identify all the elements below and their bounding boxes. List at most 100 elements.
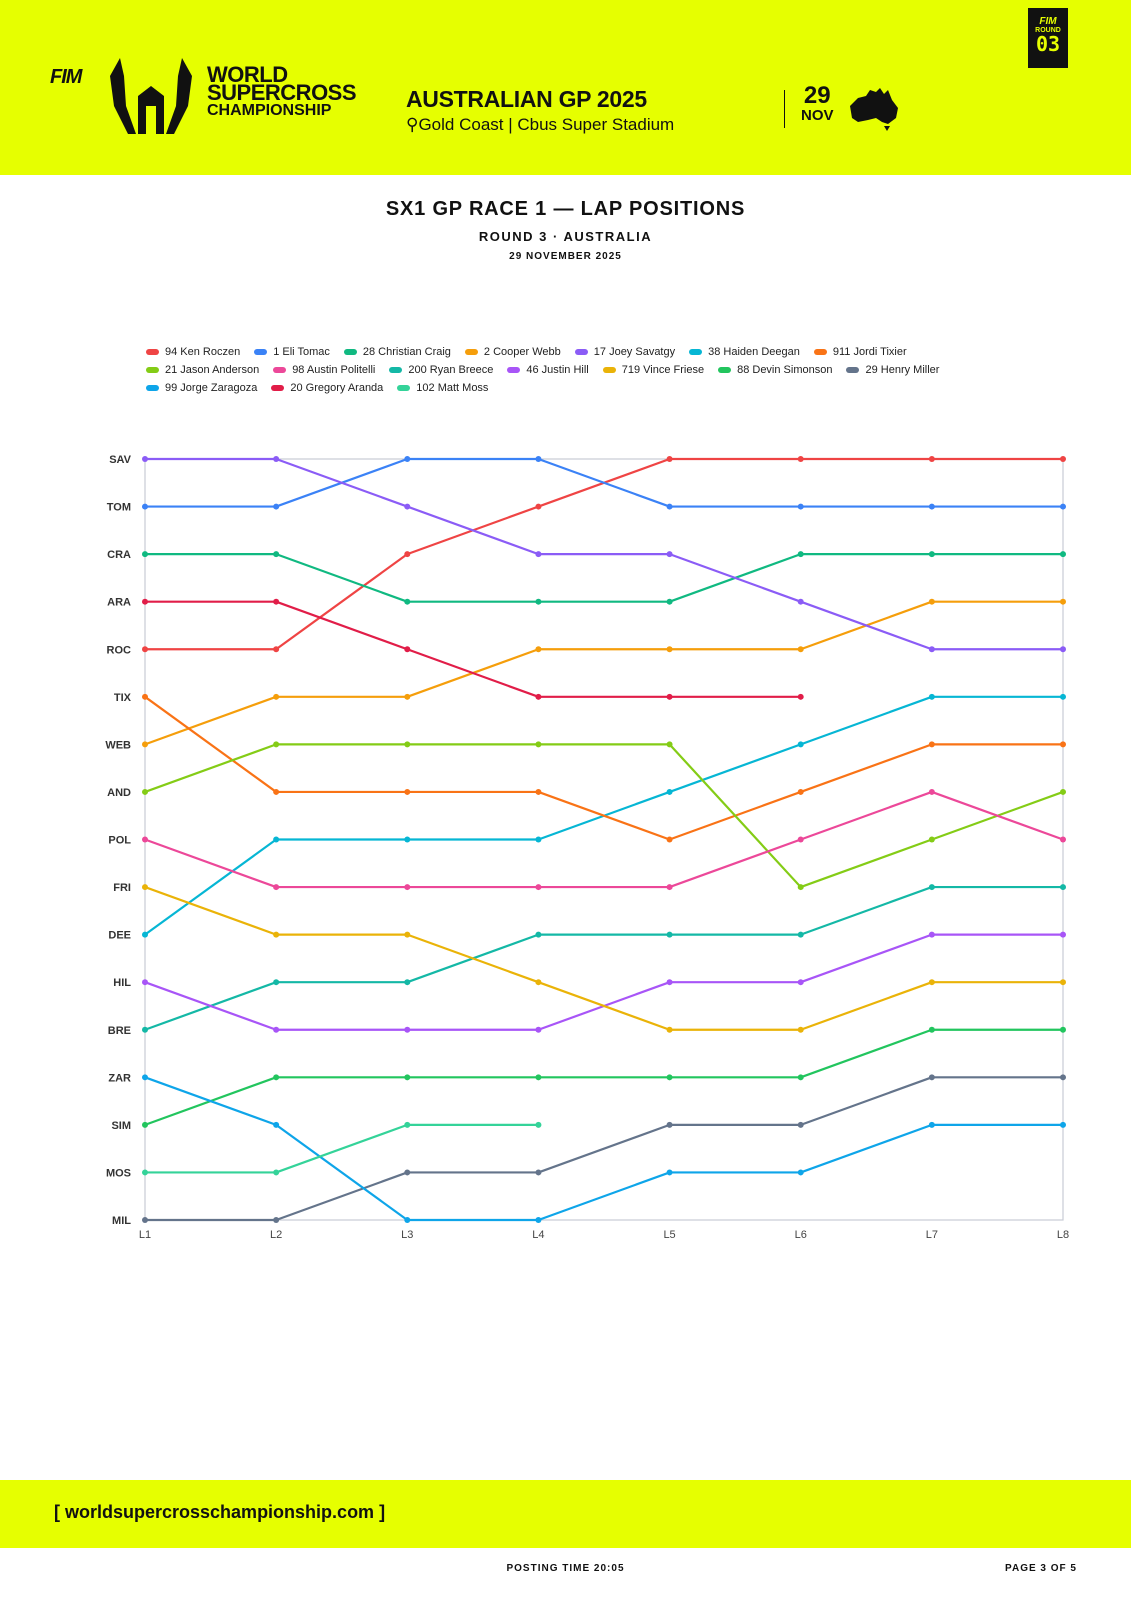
legend-label: 719 Vince Friese [621, 363, 705, 376]
legend-label: 20 Gregory Aranda [290, 381, 384, 394]
legend-item[interactable]: 38 Haiden Deegan [689, 345, 800, 358]
legend-item[interactable]: 719 Vince Friese [602, 363, 705, 376]
series-line [145, 600, 801, 698]
data-point [273, 1217, 280, 1223]
data-point [928, 741, 935, 748]
data-point [1060, 1026, 1066, 1033]
round-badge: FIM ROUND 03 [1028, 8, 1068, 68]
series-line [144, 790, 1064, 889]
legend-item[interactable]: 200 Ryan Breece [389, 363, 493, 376]
legend-item[interactable]: 911 Jordi Tixier [813, 345, 907, 358]
series-line [145, 1123, 539, 1174]
data-point [404, 693, 411, 700]
legend-item[interactable]: 98 Austin Politelli [273, 363, 375, 376]
y-tick-label: MOS [106, 1167, 131, 1179]
legend-item[interactable]: 17 Joey Savatgy [574, 345, 676, 358]
chart-title: SX1 GP RACE 1 — LAP POSITIONS [385, 198, 746, 220]
legend-item[interactable]: 28 Christian Craig [343, 345, 451, 358]
legend-item[interactable]: 102 Matt Moss [397, 381, 488, 394]
legend-label: 17 Joey Savatgy [593, 345, 676, 358]
data-point [404, 1121, 411, 1128]
legend-label: 1 Eli Tomac [273, 345, 330, 358]
data-point [928, 646, 935, 653]
data-point [797, 1169, 804, 1176]
legend-label: 2 Cooper Webb [483, 345, 561, 358]
data-point [797, 456, 804, 462]
series-line [144, 1028, 1063, 1126]
legend-item[interactable]: 46 Justin Hill [507, 363, 589, 376]
legend-item[interactable]: 94 Ken Roczen [146, 345, 240, 358]
data-point [666, 1026, 673, 1033]
series-line [144, 885, 1063, 1031]
data-point [797, 551, 804, 558]
data-point [273, 1026, 280, 1033]
x-tick-label: L2 [270, 1229, 282, 1241]
legend-item[interactable]: 29 Henry Miller [846, 363, 939, 376]
data-point [666, 979, 673, 986]
y-tick-label: ARA [107, 597, 131, 609]
data-point [535, 1169, 542, 1176]
data-point [404, 503, 411, 510]
legend-label: 98 Austin Politelli [292, 363, 376, 376]
y-tick-label: FRI [113, 882, 131, 894]
data-point [273, 931, 280, 938]
lap-position-chart: SAV TOM CRA ARA ROC TIX WEB AND POL FRI DEE HIL BRE Z… [105, 454, 1069, 1241]
legend-label: 21 Jason Anderson [165, 363, 260, 376]
page-number: PAGE 3 OF 5 [1005, 1563, 1077, 1574]
series-line [144, 743, 1064, 889]
legend-label: 28 Christian Craig [362, 345, 451, 358]
data-point [404, 979, 411, 986]
data-point [797, 1026, 804, 1033]
legend-item[interactable]: 2 Cooper Webb [464, 345, 561, 358]
legend-swatch [602, 366, 616, 373]
data-point [404, 836, 411, 843]
round-fim: FIM [1039, 16, 1057, 27]
data-point [404, 788, 411, 795]
legend-swatch [718, 366, 732, 373]
data-point [666, 646, 673, 653]
data-point [535, 979, 542, 986]
legend-item[interactable]: 20 Gregory Aranda [271, 381, 383, 394]
website-link[interactable]: [ worldsupercrosschampionship.com ] [54, 1502, 386, 1522]
legend-item[interactable]: 21 Jason Anderson [146, 363, 259, 376]
y-tick-label: BRE [108, 1025, 131, 1037]
data-point [273, 979, 280, 986]
data-point [666, 1074, 673, 1081]
x-tick-label: L5 [663, 1229, 675, 1241]
data-point [1060, 598, 1066, 605]
data-point [797, 979, 804, 986]
data-point [404, 1217, 411, 1223]
legend-label: 911 Jordi Tixier [832, 345, 907, 358]
data-point [797, 836, 804, 843]
series-line [145, 1076, 1063, 1222]
data-point [797, 931, 804, 938]
data-point [142, 1026, 148, 1033]
data-point [142, 741, 148, 748]
series-line [144, 1076, 1063, 1222]
data-point [1060, 1074, 1066, 1081]
legend-item[interactable]: 99 Jorge Zaragoza [146, 381, 257, 394]
event-date: 29 NOV [801, 84, 834, 126]
data-point [404, 741, 411, 748]
legend-swatch [574, 348, 588, 355]
data-point [273, 646, 280, 653]
data-point [797, 598, 804, 605]
data-point [666, 1121, 673, 1128]
data-point [797, 788, 804, 795]
legend-swatch [146, 348, 159, 355]
legend-item[interactable]: 1 Eli Tomac [254, 345, 330, 358]
data-point [1060, 456, 1066, 462]
data-point [142, 503, 148, 510]
legend-swatch [254, 348, 268, 355]
y-tick-label: SIM [111, 1120, 131, 1132]
posting-time: POSTING TIME 20:05 [506, 1563, 625, 1574]
data-point [1060, 836, 1066, 843]
data-point [666, 598, 673, 605]
data-point [142, 1121, 148, 1128]
data-point [1060, 931, 1066, 938]
y-tick-label: HIL [113, 977, 131, 989]
legend-item[interactable]: 88 Devin Simonson [718, 363, 832, 376]
data-point [1060, 741, 1066, 748]
data-point [666, 503, 673, 510]
data-point [142, 1169, 148, 1176]
